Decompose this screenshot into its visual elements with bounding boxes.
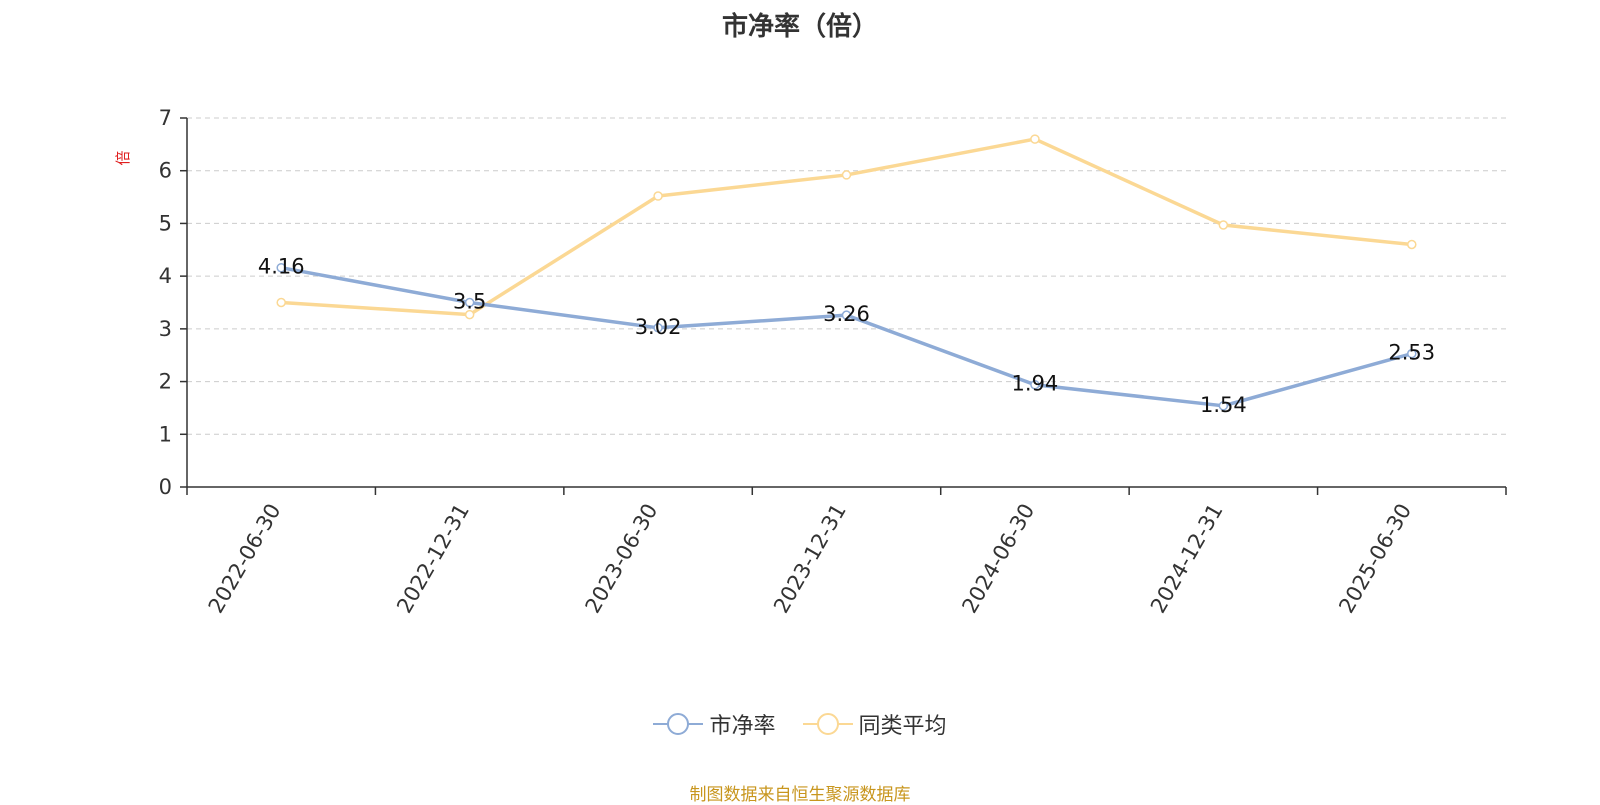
x-tick-label: 2022-12-31	[392, 499, 474, 617]
data-point-s1-2	[653, 191, 663, 201]
y-tick-label: 0	[159, 475, 172, 499]
legend-label-avg: 同类平均	[858, 714, 947, 739]
data-point-s0-2	[653, 323, 663, 333]
y-tick-label: 2	[159, 370, 172, 394]
y-tick-label: 5	[159, 211, 172, 235]
legend-circle	[667, 713, 690, 735]
legend: 市净率 同类平均	[0, 708, 1600, 742]
y-tick-label: 1	[159, 422, 172, 446]
legend-circle	[816, 713, 839, 735]
y-tick-label: 4	[159, 264, 172, 288]
x-tick-label: 2023-06-30	[581, 500, 663, 618]
x-tick-label: 2024-06-30	[957, 500, 1039, 618]
series-lines	[276, 134, 1417, 411]
data-label-1: 3.5	[453, 290, 486, 314]
chart-title: 市净率（倍）	[721, 12, 878, 42]
data-point-s0-4	[1030, 379, 1040, 390]
legend-label-pb: 市净率	[709, 714, 776, 739]
x-tick-label: 2022-06-30	[204, 500, 286, 618]
x-tick-label: 2023-12-31	[769, 500, 851, 618]
legend-line-circle-icon	[802, 713, 853, 735]
data-point-s1-5	[1218, 220, 1229, 230]
legend-item-pb[interactable]: 市净率	[653, 708, 776, 740]
axes: 0 1 2 3 4 5 6 7 倍 2022-06-30 2022-12-31 2023-06-30 2…	[114, 106, 1507, 618]
series-line-0	[280, 265, 1413, 408]
data-label-6: 2.53	[1388, 341, 1435, 365]
legend-item-avg[interactable]: 同类平均	[802, 708, 947, 740]
data-label-2: 3.02	[635, 315, 682, 339]
data-point-s1-4	[1030, 134, 1040, 144]
data-point-s1-0	[276, 297, 286, 308]
data-labels: 4.16 3.5 3.02 3.26 1.94 1.54 2.53	[258, 255, 1435, 417]
legend-line-circle-icon	[653, 713, 704, 735]
data-point-s0-5	[1218, 401, 1229, 411]
source-note: 制图数据来自恒生聚源数据库	[689, 785, 911, 805]
data-point-s0-1	[464, 297, 475, 308]
data-point-s1-3	[841, 170, 852, 180]
data-point-s0-6	[1407, 348, 1417, 359]
data-label-0: 4.16	[258, 255, 305, 279]
data-point-s0-3	[841, 310, 852, 320]
data-label-4: 1.94	[1012, 372, 1059, 396]
x-tick-label: 2025-06-30	[1334, 500, 1416, 618]
y-axis-unit-label: 倍	[114, 150, 132, 165]
data-label-5: 1.54	[1200, 393, 1247, 417]
y-tick-label: 7	[159, 106, 172, 130]
data-label-3: 3.26	[823, 302, 870, 326]
y-tick-label: 3	[159, 317, 172, 341]
x-tick-label: 2024-12-31	[1146, 500, 1228, 618]
y-tick-label: 6	[159, 159, 172, 183]
grid-lines	[187, 117, 1506, 435]
series-line-1	[281, 137, 1412, 317]
data-point-s1-6	[1407, 239, 1417, 250]
data-point-s0-0	[276, 262, 286, 273]
data-point-s1-1	[464, 309, 475, 320]
